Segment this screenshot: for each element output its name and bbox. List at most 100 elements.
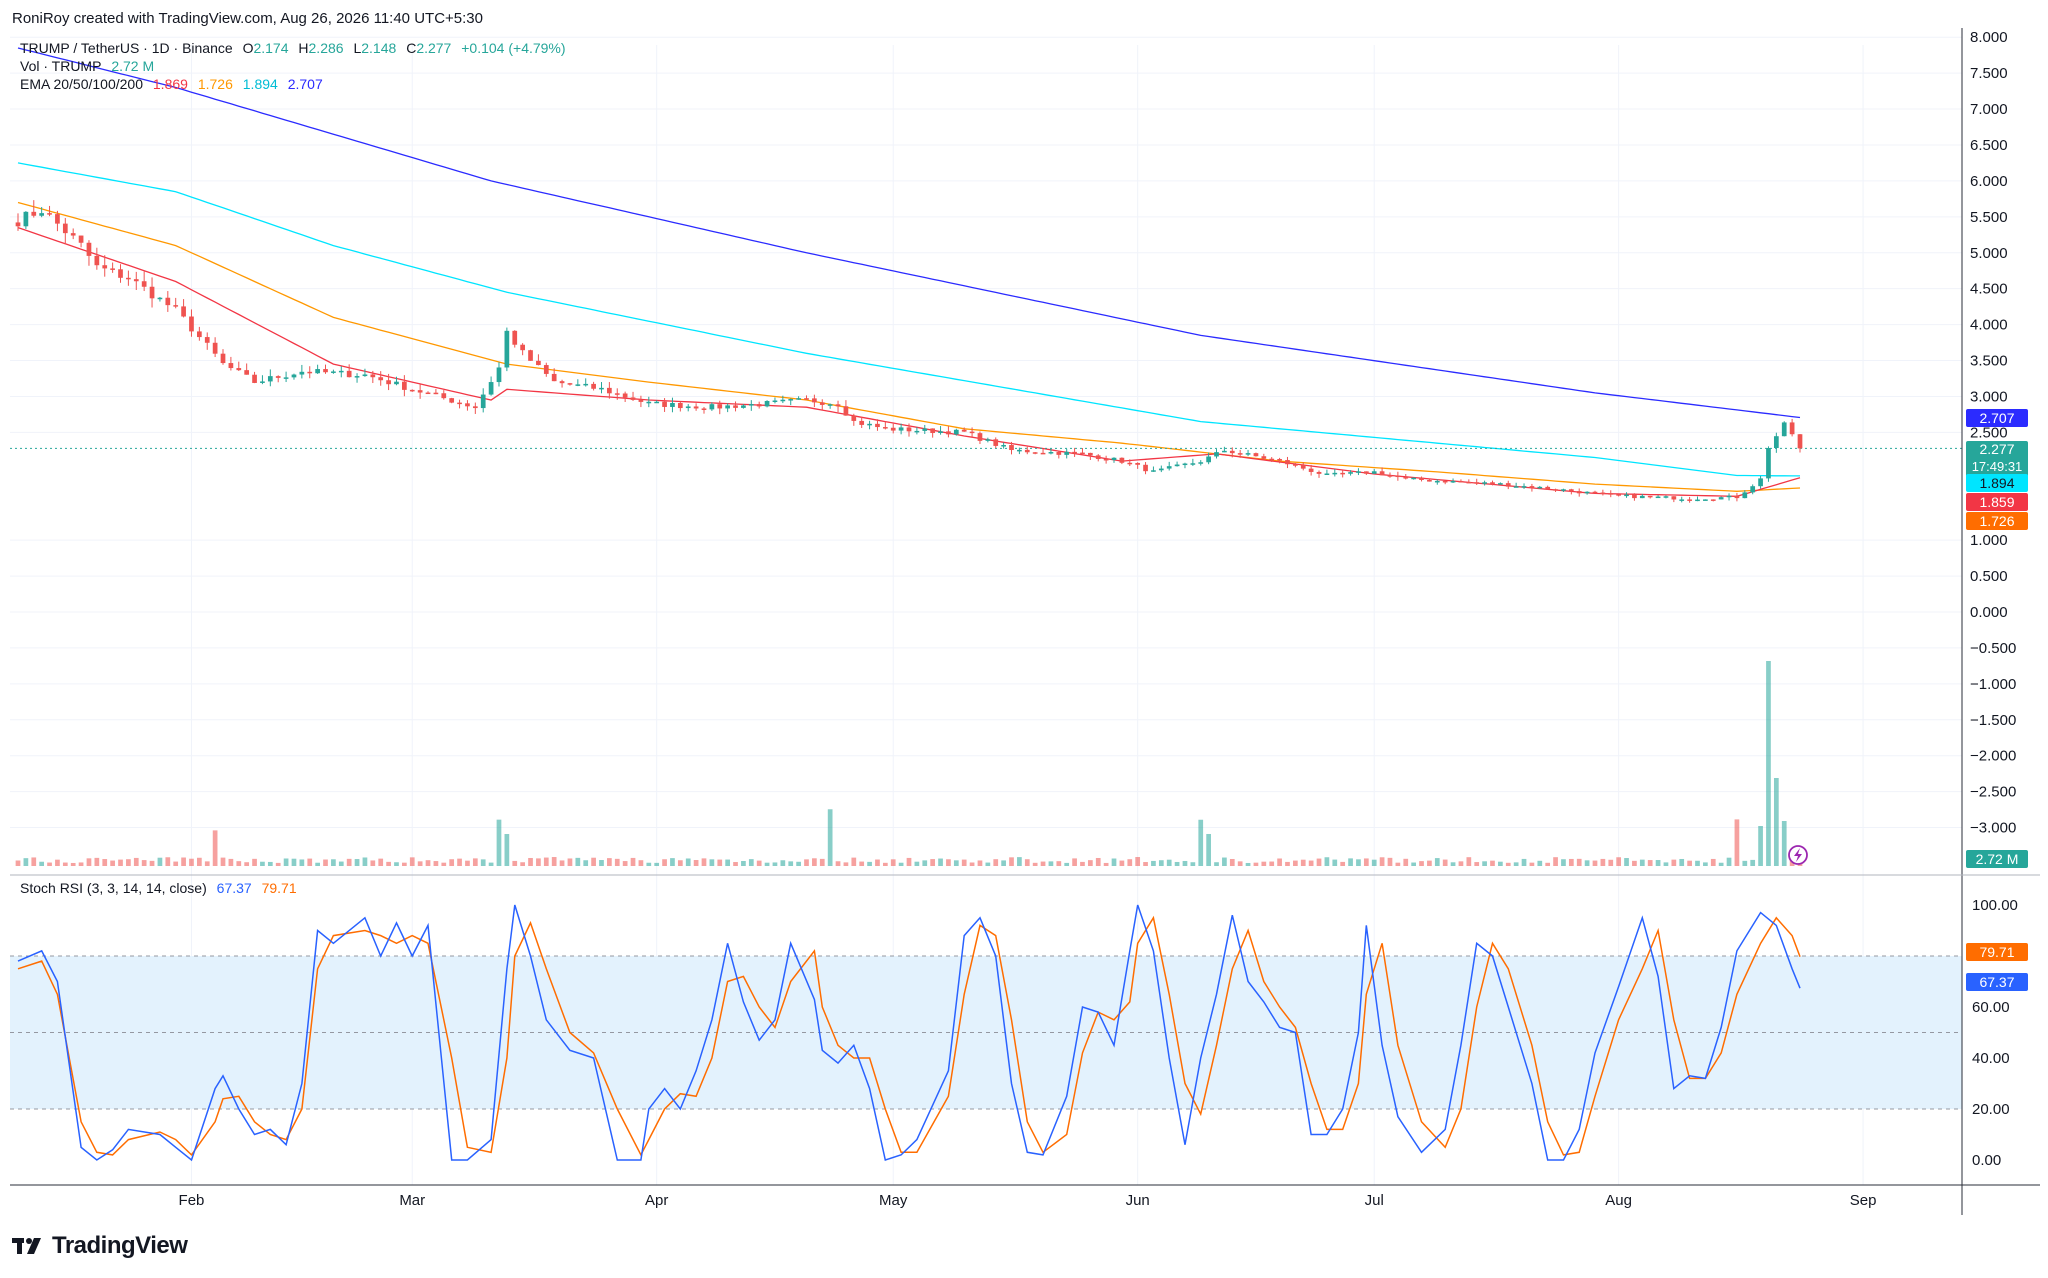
- candle: [1151, 466, 1156, 472]
- volume-bar: [1151, 860, 1156, 866]
- candle-body: [1403, 477, 1409, 479]
- price-tick-label: 4.000: [1970, 317, 2008, 334]
- candle-body: [1734, 495, 1740, 499]
- candle-body: [685, 406, 691, 409]
- volume-bar: [733, 862, 738, 866]
- price-tick-labels: 8.000 7.500 7.000 6.500 6.000 5.500 5.000 4.500…: [1970, 29, 2016, 836]
- candle-body: [559, 381, 565, 384]
- volume-bar: [1316, 858, 1322, 866]
- candle: [331, 369, 336, 374]
- volume-bar: [536, 858, 541, 866]
- volume-bar: [977, 860, 983, 866]
- volume-bar: [764, 862, 770, 866]
- candle: [47, 205, 52, 217]
- candle-body: [94, 255, 100, 266]
- volume-bar: [1553, 857, 1558, 866]
- volume-bar: [1348, 858, 1353, 866]
- candle-body: [1214, 452, 1219, 457]
- candle: [1553, 488, 1558, 492]
- candle: [993, 437, 999, 449]
- candle: [812, 394, 817, 408]
- candle-body: [1222, 450, 1227, 453]
- candle-body: [1411, 477, 1416, 480]
- candle: [323, 364, 328, 374]
- candle: [1450, 478, 1456, 484]
- volume-bar: [126, 859, 131, 866]
- volume-bar: [31, 857, 37, 866]
- candle-body: [827, 404, 833, 406]
- volume-bar: [670, 858, 675, 866]
- volume-bar: [1434, 858, 1440, 866]
- candle: [835, 400, 841, 413]
- lightning-icon[interactable]: [1788, 845, 1808, 865]
- candle: [1498, 482, 1503, 485]
- candle-body: [1427, 479, 1432, 482]
- candle-body: [670, 402, 675, 407]
- volume-bar: [1222, 857, 1227, 866]
- candle: [843, 400, 849, 416]
- volume-bar: [1229, 858, 1235, 866]
- volume-bar: [346, 858, 352, 866]
- candle: [1490, 480, 1495, 486]
- volume-bar: [1340, 861, 1346, 866]
- volume-bar: [1001, 860, 1006, 866]
- candle: [906, 423, 912, 437]
- candle: [1324, 469, 1330, 475]
- volume-bars: [15, 661, 1803, 866]
- stoch-tick-label: 20.00: [1972, 1101, 2010, 1118]
- candle: [1773, 432, 1779, 453]
- volume-bar: [1371, 859, 1377, 866]
- candle-body: [1316, 471, 1322, 474]
- volume-bar: [228, 858, 234, 866]
- candle-body: [236, 368, 242, 371]
- volume-bar: [1679, 858, 1685, 866]
- volume-bar: [1663, 862, 1669, 866]
- volume-bar: [315, 862, 320, 866]
- candle: [236, 361, 242, 371]
- candle-body: [354, 376, 360, 378]
- volume-bar: [693, 860, 699, 866]
- time-tick-label: Aug: [1605, 1192, 1632, 1209]
- volume-bar: [457, 858, 462, 866]
- badge-ema50: 1.726: [1966, 512, 2028, 530]
- candles[interactable]: [15, 200, 1803, 503]
- price-tick-label: −2.500: [1970, 784, 2016, 801]
- time-tick-label: Sep: [1850, 1192, 1877, 1209]
- candle: [1001, 442, 1006, 449]
- candle: [780, 395, 786, 404]
- candle-body: [1639, 495, 1645, 499]
- volume-bar: [1458, 861, 1464, 866]
- candle: [1427, 478, 1432, 482]
- volume-bar: [331, 859, 336, 866]
- chart-canvas[interactable]: 8.000 7.500 7.000 6.500 6.000 5.500 5.000 4.500…: [0, 0, 2048, 1215]
- candle-body: [267, 376, 273, 382]
- ema-lines: [10, 47, 1962, 497]
- candle-body: [126, 277, 131, 280]
- candle-body: [480, 394, 486, 409]
- candle-body: [591, 383, 596, 389]
- tradingview-logo[interactable]: TradingView: [12, 1232, 188, 1260]
- candle-body: [1237, 453, 1243, 455]
- candle: [575, 379, 581, 387]
- volume-bar: [1474, 862, 1480, 866]
- time-tick-label: Mar: [399, 1192, 425, 1209]
- volume-bar: [291, 858, 297, 866]
- volume-bar: [559, 860, 565, 866]
- candle-body: [1348, 472, 1353, 474]
- candle: [1529, 483, 1535, 492]
- volume-bar: [953, 860, 959, 866]
- volume-bar: [961, 859, 967, 866]
- volume-bar: [551, 857, 557, 866]
- legend-ema20: 1.869: [152, 76, 188, 92]
- volume-bar: [1017, 857, 1022, 866]
- candle-body: [1766, 448, 1771, 479]
- candle-body: [1379, 471, 1385, 476]
- candle-body: [1135, 462, 1141, 465]
- volume-bar: [394, 862, 399, 866]
- candle: [1285, 456, 1290, 469]
- volume-bar: [1521, 858, 1527, 866]
- volume-bar: [1103, 862, 1109, 866]
- candle: [480, 388, 486, 413]
- candle: [260, 375, 265, 385]
- volume-bar: [1324, 857, 1330, 866]
